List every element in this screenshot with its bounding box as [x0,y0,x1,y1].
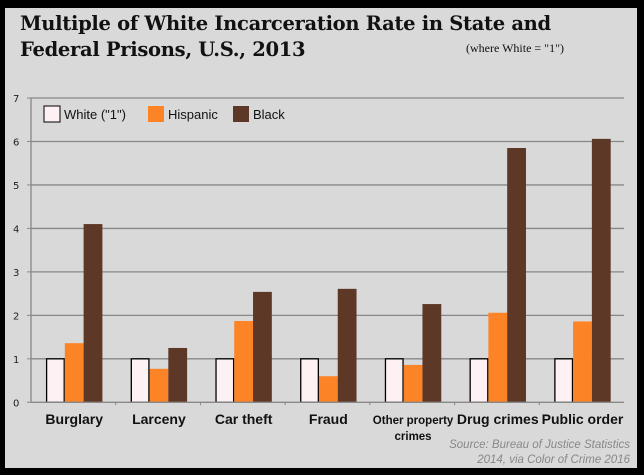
y-tick-label: 1 [13,355,19,366]
bar-white-drug-crimes [469,358,489,403]
bar-white-other-property-crimes [384,358,404,403]
legend-label: Hispanic [168,107,218,122]
bar-hispanic-fraud [318,376,338,403]
x-tick-label: Car theft [215,411,273,427]
bar-hispanic-public-order [573,321,592,403]
chart-title: Multiple of White Incarceration Rate in … [20,12,551,61]
bar-black-larceny [168,347,188,403]
y-tick-label: 7 [13,94,19,105]
gridlines [31,97,624,360]
chart-subtitle: (where White = "1") [466,41,564,55]
source-line-1: Source: Bureau of Justice Statistics [449,439,630,451]
bar-white-burglary [45,358,65,403]
bar-hispanic-drug-crimes [488,312,508,403]
x-tick-label: Other property [373,415,454,427]
x-tick-label: Larceny [132,411,186,427]
bar-black-drug-crimes [507,147,526,403]
bar-black-other-property-crimes [422,304,442,403]
bar-white-larceny [130,358,150,403]
y-tick-label: 0 [13,398,19,409]
y-tick-label: 3 [13,268,19,279]
legend-label: Black [253,107,285,122]
x-tick-label: Drug crimes [457,411,539,427]
x-tick-label-line2: crimes [395,431,432,443]
y-axis: 0 1 2 3 4 5 6 7 [13,94,32,409]
y-tick-label: 4 [13,224,19,235]
x-tick-label: Fraud [309,411,348,427]
bar-black-burglary [83,224,103,403]
legend-swatch [233,106,249,122]
y-tick-label: 2 [13,311,19,322]
bar-hispanic-other-property-crimes [403,364,423,403]
x-axis: Burglary Larceny Car theft Fraud Other prope… [31,401,624,443]
bar-black-car-theft [253,291,272,403]
bar-black-public-order [591,138,611,403]
bar-hispanic-car-theft [234,321,254,403]
legend-label: White ("1") [64,107,126,122]
legend-swatch [43,105,61,123]
source-line-2: 2014, via Color of Crime 2016 [477,454,630,466]
x-tick-label: Public order [542,411,624,427]
bar-black-fraud [337,288,357,403]
source-note: Source: Bureau of Justice Statistics 201… [449,438,630,468]
bar-white-car-theft [215,358,235,403]
bar-white-fraud [300,358,319,403]
legend: White ("1") Hispanic Black [43,105,285,123]
x-tick-label: Burglary [45,411,103,427]
bars [45,138,611,403]
legend-swatch [148,106,164,122]
bar-hispanic-burglary [64,343,84,403]
bar-hispanic-larceny [149,368,169,403]
y-tick-label: 6 [13,137,19,148]
y-tick-label: 5 [13,181,19,192]
bar-white-public-order [554,358,574,403]
